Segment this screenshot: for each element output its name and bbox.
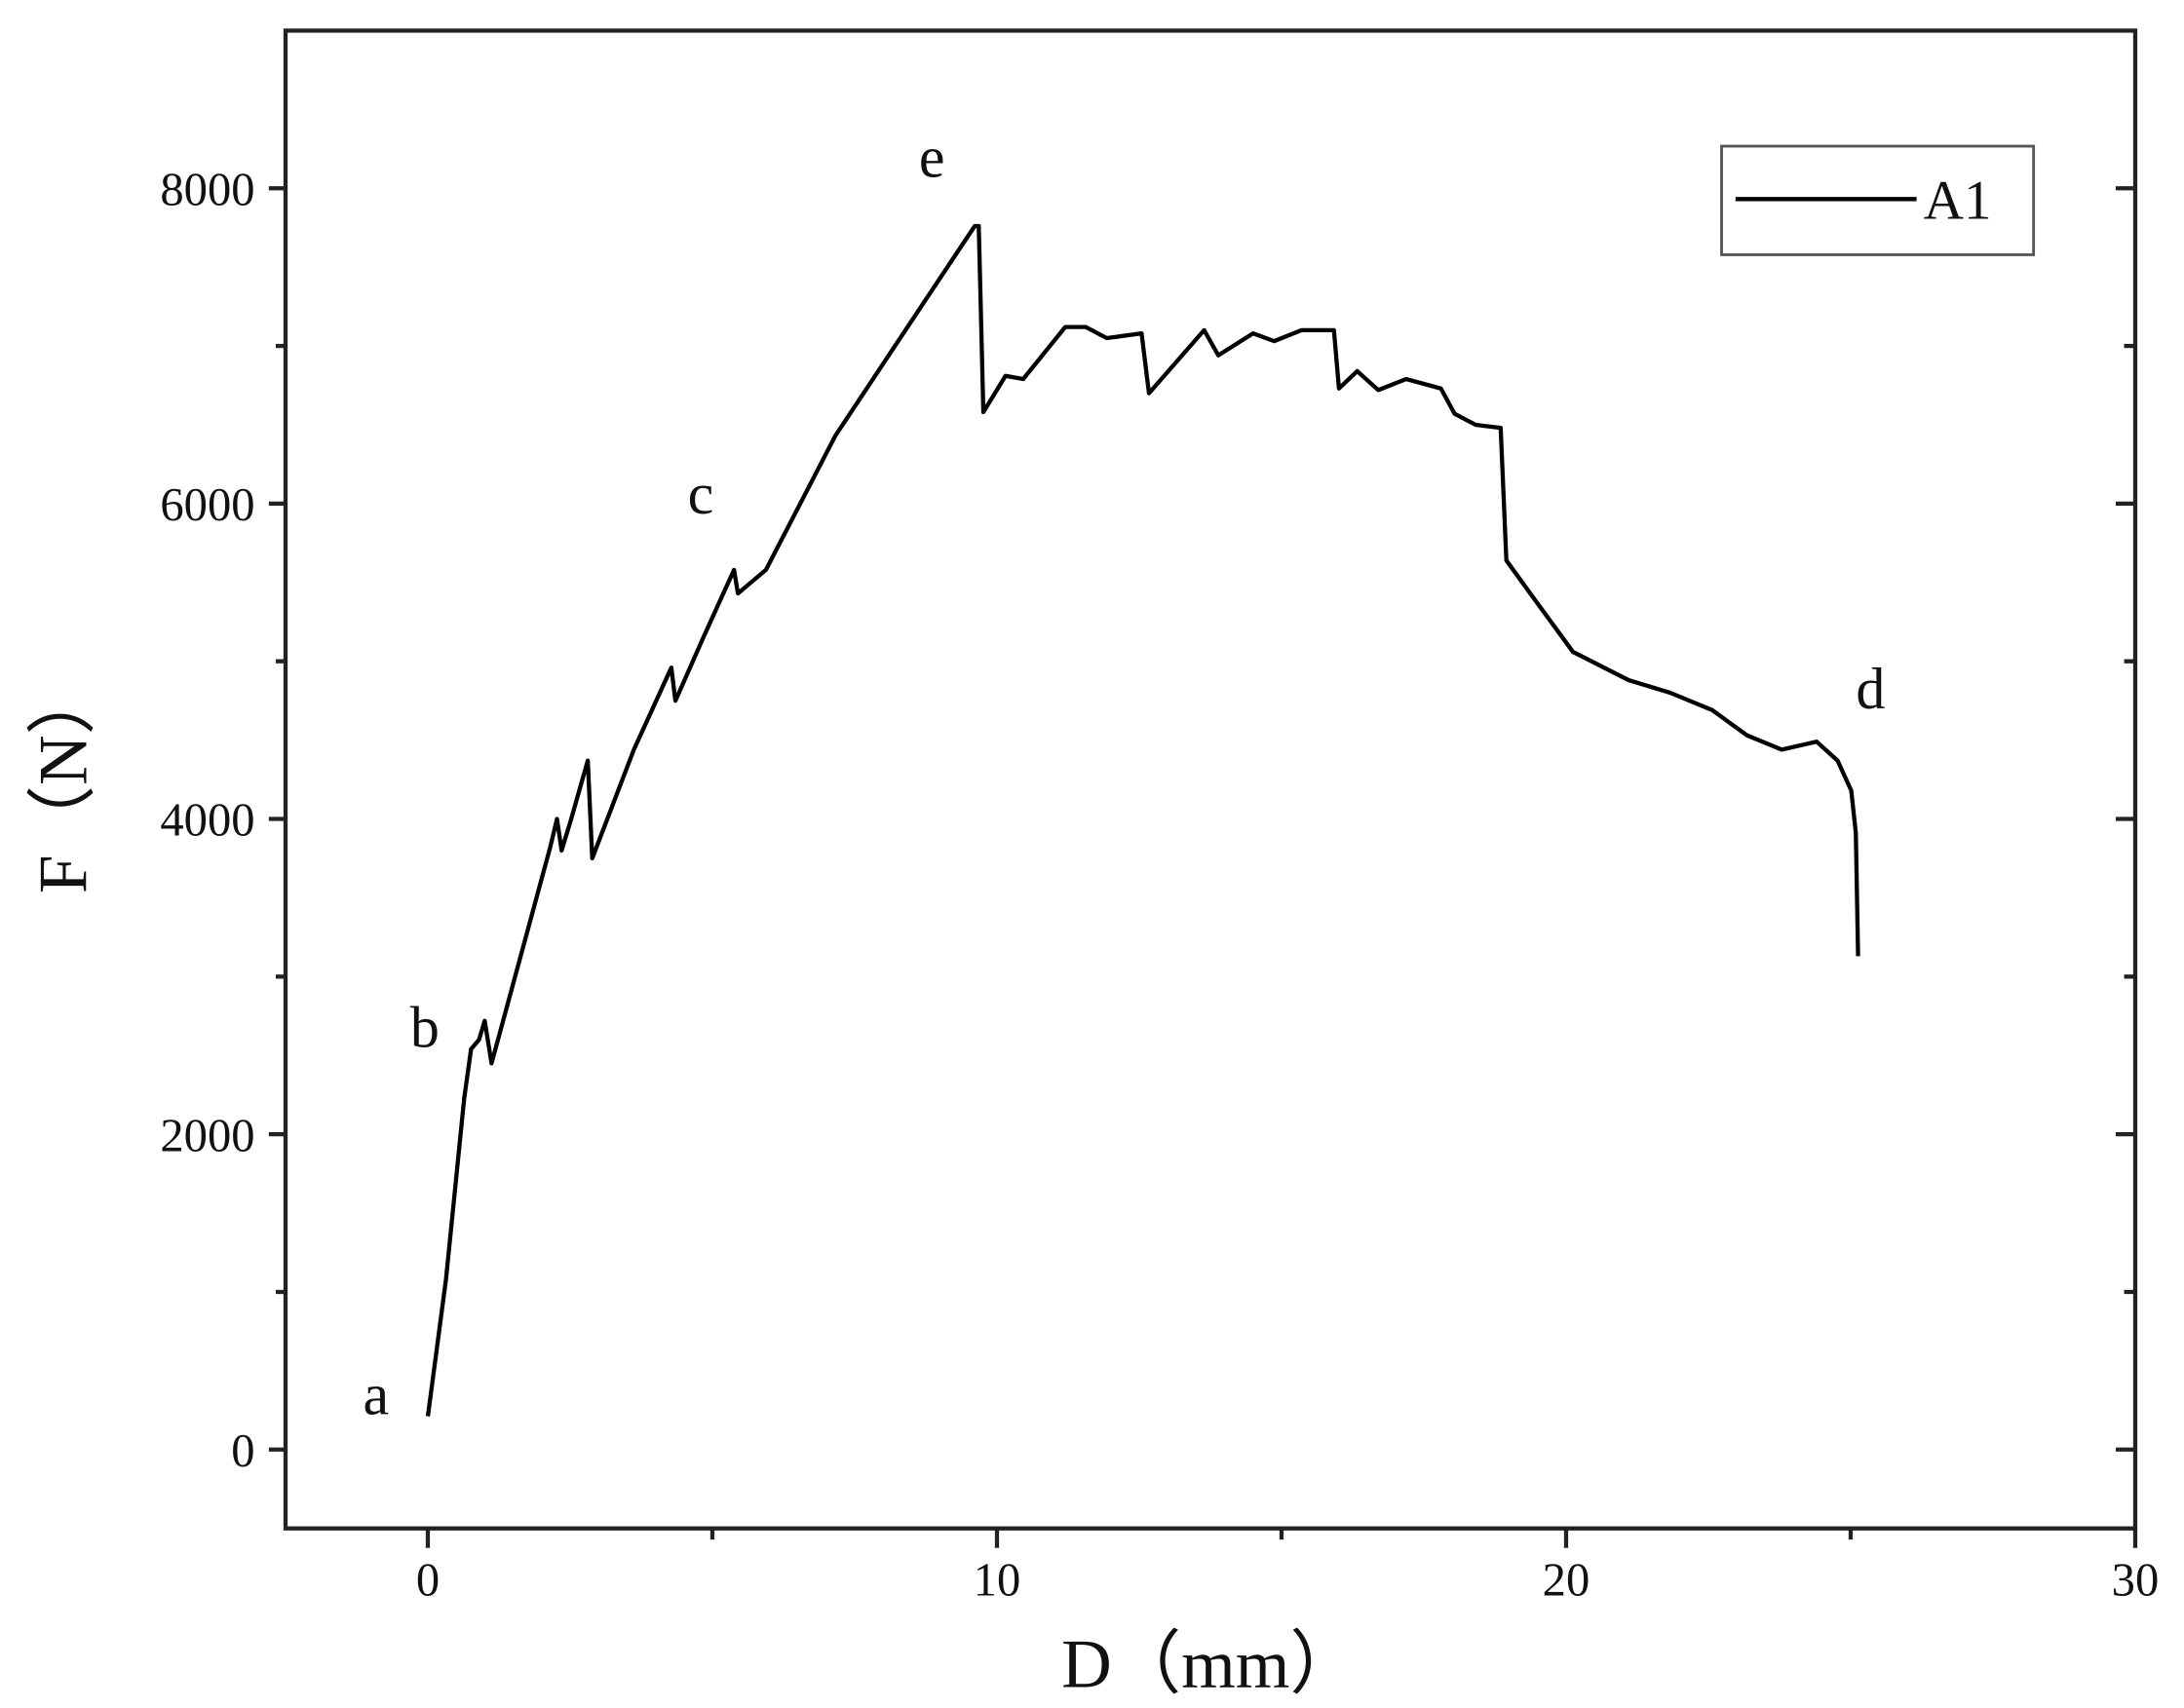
y-tick-label: 8000 xyxy=(160,163,254,215)
data-line xyxy=(425,223,1860,1417)
annotation: c xyxy=(688,462,714,526)
x-tick-label: 0 xyxy=(416,1553,440,1606)
plot-frame xyxy=(283,28,2138,1531)
y-tick-label: 4000 xyxy=(160,794,254,847)
x-tick-label: 10 xyxy=(974,1553,1021,1606)
y-axis-title: F（N） xyxy=(25,665,102,893)
x-axis-title: D（mm） xyxy=(1061,1626,1360,1703)
x-tick-label: 20 xyxy=(1543,1553,1590,1606)
annotation: d xyxy=(1856,657,1885,721)
annotation: e xyxy=(919,125,945,189)
annotation: b xyxy=(410,995,440,1059)
y-tick-label: 6000 xyxy=(160,478,254,531)
annotation: a xyxy=(364,1363,390,1427)
x-tick-label: 30 xyxy=(2112,1553,2160,1606)
legend-label: A1 xyxy=(1924,170,1992,231)
y-tick-label: 0 xyxy=(231,1424,254,1477)
y-tick-label: 2000 xyxy=(160,1109,254,1161)
